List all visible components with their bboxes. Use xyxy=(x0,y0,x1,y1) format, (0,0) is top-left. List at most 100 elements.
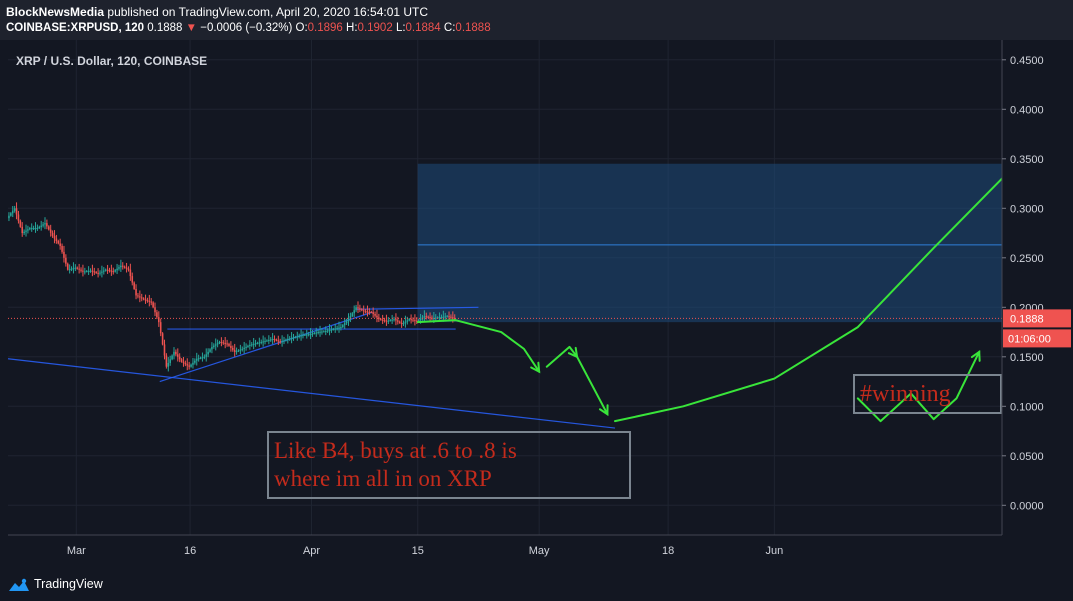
candle xyxy=(30,228,33,230)
candle xyxy=(148,300,151,302)
candle xyxy=(393,319,395,321)
candle xyxy=(197,358,200,360)
candle xyxy=(247,345,249,347)
candle xyxy=(51,232,54,237)
brand-name[interactable]: TradingView xyxy=(34,577,103,591)
candle xyxy=(17,214,20,221)
candle xyxy=(340,327,342,329)
price-tick-label: 0.1500 xyxy=(1010,352,1044,364)
candle xyxy=(444,316,447,318)
candle xyxy=(76,267,79,269)
time-tick-label: 16 xyxy=(184,545,196,557)
candle xyxy=(254,343,257,345)
publish-date: published on TradingView.com, April 20, … xyxy=(107,5,429,19)
candle xyxy=(239,349,242,351)
candle xyxy=(434,317,437,319)
candle xyxy=(152,302,154,308)
candle xyxy=(442,316,445,318)
candle xyxy=(307,334,310,336)
tradingview-logo-icon xyxy=(9,578,29,591)
candle xyxy=(385,320,388,322)
candle xyxy=(275,339,278,341)
candle xyxy=(42,224,44,226)
candle xyxy=(326,330,329,332)
candle xyxy=(139,296,141,298)
candle xyxy=(29,228,31,230)
candle xyxy=(300,335,302,337)
candle xyxy=(85,271,88,273)
candle xyxy=(142,298,145,300)
candle xyxy=(355,307,357,311)
arrowhead-icon xyxy=(970,349,981,362)
candle xyxy=(379,319,382,321)
candle xyxy=(273,338,276,340)
candle xyxy=(44,223,46,225)
candle xyxy=(110,270,113,272)
candle xyxy=(65,257,67,264)
candle xyxy=(277,340,280,342)
candle xyxy=(38,226,41,229)
candle xyxy=(414,320,416,322)
candle xyxy=(74,267,77,269)
candle xyxy=(167,362,170,367)
candle xyxy=(203,356,206,358)
candle xyxy=(8,215,10,219)
annotation-box xyxy=(853,374,1002,414)
candle xyxy=(169,359,171,363)
candle xyxy=(87,270,90,272)
price-tick-label: 0.0500 xyxy=(1010,451,1044,463)
candle xyxy=(91,270,94,272)
candle xyxy=(194,360,196,363)
candle xyxy=(398,321,401,323)
candle xyxy=(137,295,139,297)
candle xyxy=(82,270,84,272)
time-tick-label: 15 xyxy=(412,545,424,557)
target-zone xyxy=(417,163,1002,323)
candle xyxy=(243,347,245,349)
candle xyxy=(224,342,227,344)
price-chart[interactable]: Like B4, buys at .6 to .8 is where im all… xyxy=(0,40,1073,574)
candle xyxy=(362,310,365,312)
candle xyxy=(268,339,270,341)
candle xyxy=(315,332,318,334)
candle xyxy=(99,272,101,274)
candle xyxy=(317,332,319,334)
chart-area[interactable]: Like B4, buys at .6 to .8 is where im all… xyxy=(0,40,1073,574)
arrowhead-icon xyxy=(567,346,579,359)
candle xyxy=(112,271,115,273)
candle xyxy=(158,317,160,323)
candle xyxy=(180,359,183,362)
annotation-text: where im all in on XRP xyxy=(274,466,492,491)
candle xyxy=(252,343,255,345)
candle xyxy=(370,312,373,314)
candle xyxy=(334,328,337,330)
candle xyxy=(266,340,268,342)
candle xyxy=(213,345,215,347)
candle xyxy=(245,346,247,348)
candle xyxy=(279,341,282,343)
candle xyxy=(302,335,304,337)
current-price-badge xyxy=(1003,309,1071,328)
candle xyxy=(201,357,204,359)
candle xyxy=(359,308,361,310)
candle xyxy=(163,344,166,356)
candle xyxy=(231,347,234,350)
candle xyxy=(230,345,232,348)
candle xyxy=(40,225,42,227)
candle xyxy=(46,223,48,227)
candle xyxy=(209,349,211,352)
candle xyxy=(304,334,306,336)
candle xyxy=(450,316,452,318)
current-price-label: 0.1888 xyxy=(1010,313,1044,325)
candle xyxy=(72,268,75,270)
time-tick-label: 18 xyxy=(662,545,674,557)
candle xyxy=(171,355,173,360)
candle xyxy=(192,362,194,365)
time-tick-label: Jun xyxy=(765,545,783,557)
time-tick-label: Mar xyxy=(67,545,86,557)
candle xyxy=(97,272,99,274)
candle xyxy=(406,320,409,322)
candle xyxy=(321,331,323,333)
author-name[interactable]: BlockNewsMedia xyxy=(6,5,105,19)
candle xyxy=(429,317,431,319)
